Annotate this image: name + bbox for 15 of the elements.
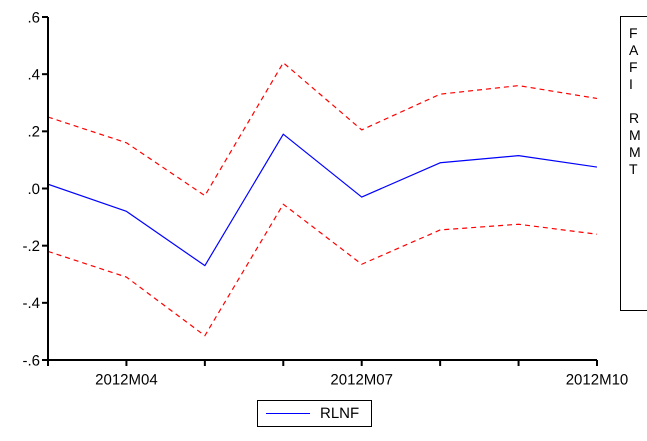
y-tick-label: .6	[27, 9, 40, 26]
y-tick-label: -.2	[22, 238, 40, 255]
x-tick-label: 2012M04	[95, 372, 158, 389]
x-tick-label: 2012M07	[330, 372, 393, 389]
line-series	[48, 62, 597, 196]
x-tick-label: 2012M10	[566, 372, 628, 389]
y-tick-label: -.6	[22, 352, 40, 370]
y-tick-label: .2	[27, 124, 40, 141]
y-tick-label: .4	[27, 66, 40, 84]
y-tick-label: -.4	[22, 295, 40, 312]
y-tick-label: .0	[27, 180, 40, 198]
line-series	[48, 134, 597, 266]
statistics-box: F A F I R M M T	[620, 16, 647, 311]
legend-label: RLNF	[320, 405, 360, 422]
line-series	[48, 204, 597, 336]
